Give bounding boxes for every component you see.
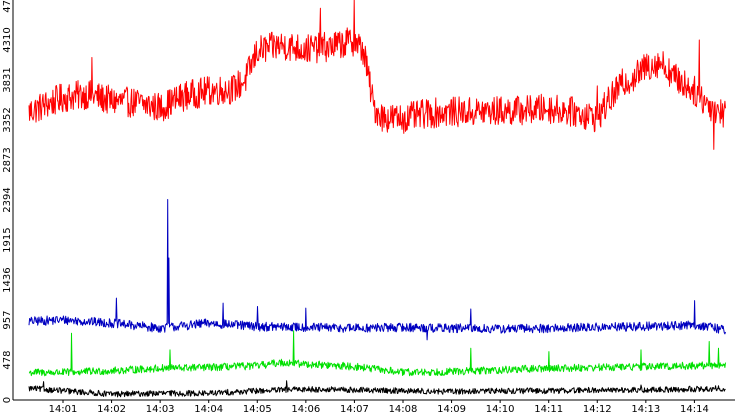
series-line-3 [28, 330, 726, 377]
y-tick-label: 1436 [2, 267, 13, 292]
y-tick-label: 478 [2, 351, 13, 370]
x-tick-label: 14:13 [631, 404, 660, 415]
y-tick-label: 2873 [2, 147, 13, 172]
y-tick-label: 0 [2, 397, 13, 403]
x-tick-label: 14:07 [340, 404, 369, 415]
y-tick-label: 3831 [2, 67, 13, 92]
x-tick-label: 14:12 [583, 404, 612, 415]
y-tick-label: 4310 [2, 27, 13, 52]
x-tick-label: 14:04 [194, 404, 223, 415]
plot-lines [28, 0, 726, 398]
x-tick-label: 14:05 [243, 404, 272, 415]
x-tick-label: 14:01 [49, 404, 78, 415]
series-line-1 [28, 0, 726, 150]
x-tick-label: 14:10 [486, 404, 515, 415]
x-tick-label: 14:09 [437, 404, 466, 415]
y-axis-ticks: 0 478 957 1436 1915 2394 2873 3352 3831 4310 4789 [2, 0, 13, 403]
x-tick-label: 14:06 [291, 404, 320, 415]
y-tick-label: 957 [2, 311, 13, 330]
chart-axes [12, 0, 735, 401]
x-tick-label: 14:11 [534, 404, 563, 415]
series-line-4 [28, 380, 726, 398]
x-axis-ticks: 14:01 14:02 14:03 14:04 14:05 14:06 14:07 14:08… [49, 400, 709, 415]
x-tick-label: 14:03 [146, 404, 175, 415]
series-line-2 [28, 199, 726, 341]
y-tick-label: 1915 [2, 227, 13, 252]
y-tick-label: 4789 [2, 0, 13, 13]
y-tick-label: 3352 [2, 107, 13, 132]
x-tick-label: 14:14 [680, 404, 709, 415]
x-tick-label: 14:02 [97, 404, 126, 415]
x-tick-label: 14:08 [389, 404, 418, 415]
y-tick-label: 2394 [2, 187, 13, 212]
